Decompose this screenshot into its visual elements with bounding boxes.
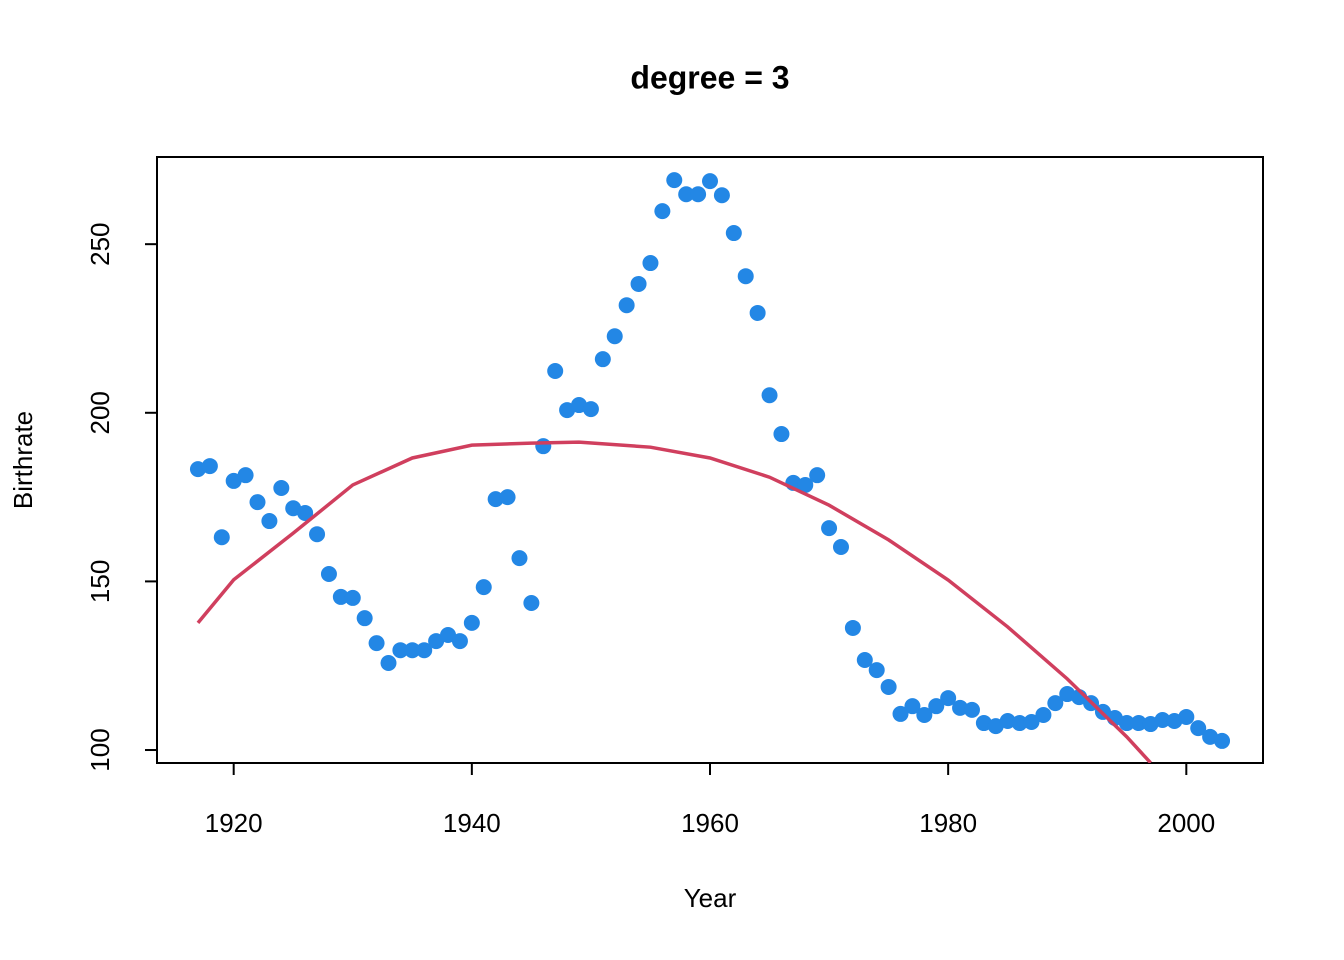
data-point	[999, 713, 1016, 730]
data-point	[487, 491, 504, 508]
data-point	[1214, 732, 1231, 749]
data-point	[737, 268, 754, 285]
data-point	[844, 619, 861, 636]
data-point	[904, 698, 921, 715]
data-point	[761, 387, 778, 404]
data-point	[475, 579, 492, 596]
data-point	[237, 467, 254, 484]
data-point	[797, 476, 814, 493]
data-point	[201, 458, 218, 475]
data-point	[952, 699, 969, 716]
data-point	[630, 275, 647, 292]
data-point	[832, 539, 849, 556]
data-point	[773, 426, 790, 443]
data-point	[702, 173, 718, 190]
data-point	[404, 642, 421, 659]
data-point	[749, 304, 766, 321]
data-point	[963, 701, 980, 718]
data-point	[678, 186, 695, 203]
data-point	[332, 588, 349, 605]
data-point	[261, 513, 278, 530]
x-tick-label: 1940	[443, 808, 501, 838]
data-point	[225, 472, 242, 489]
data-point	[868, 662, 885, 679]
data-point	[654, 203, 671, 220]
data-point	[642, 255, 659, 272]
x-axis-label: Year	[684, 883, 737, 913]
data-point	[451, 633, 468, 650]
fit-curve	[196, 440, 1152, 763]
data-point	[725, 225, 742, 242]
y-tick-label: 200	[85, 391, 115, 434]
x-tick-label: 1980	[919, 808, 977, 838]
data-point	[582, 401, 599, 418]
data-point	[856, 651, 873, 668]
data-point	[499, 489, 516, 506]
data-point	[380, 655, 397, 672]
data-point	[809, 467, 826, 484]
data-point	[249, 494, 266, 511]
data-point	[416, 642, 433, 659]
data-point	[344, 589, 361, 606]
data-point	[880, 678, 897, 695]
data-point	[618, 297, 635, 314]
data-point	[821, 520, 838, 537]
y-tick-label: 150	[85, 560, 115, 603]
data-point	[309, 526, 326, 543]
data-point	[606, 328, 623, 345]
data-point	[1035, 706, 1052, 723]
data-point	[1190, 720, 1207, 737]
data-point	[666, 172, 683, 189]
data-point	[928, 698, 945, 715]
y-tick-label: 100	[85, 728, 115, 771]
data-point	[356, 610, 373, 627]
data-point	[273, 479, 290, 496]
data-point	[511, 550, 528, 567]
data-point	[594, 351, 611, 368]
x-tick-label: 1920	[205, 808, 263, 838]
data-point	[523, 594, 540, 611]
data-point	[690, 186, 707, 203]
data-point	[1178, 708, 1195, 725]
data-point	[1047, 695, 1064, 712]
data-point	[1130, 715, 1147, 732]
data-point	[368, 635, 385, 652]
data-point	[940, 690, 957, 707]
y-axis-label: Birthrate	[8, 411, 38, 509]
data-point	[535, 438, 552, 455]
data-point	[916, 706, 933, 723]
data-point	[547, 362, 564, 379]
y-tick-label: 250	[85, 222, 115, 265]
data-point	[1011, 715, 1028, 732]
data-point	[1154, 712, 1171, 729]
data-point	[320, 565, 337, 582]
chart-title: degree = 3	[630, 59, 789, 95]
data-point	[463, 614, 480, 631]
data-point	[892, 705, 909, 722]
x-tick-label: 2000	[1157, 808, 1215, 838]
data-point	[428, 633, 445, 650]
data-point	[713, 187, 730, 204]
data-point	[297, 504, 314, 521]
data-point	[440, 627, 457, 644]
data-point	[1118, 715, 1135, 732]
x-tick-label: 1960	[681, 808, 739, 838]
data-point	[213, 529, 230, 546]
data-point	[1023, 714, 1040, 731]
plot-box	[156, 156, 1264, 764]
data-point	[392, 642, 409, 659]
